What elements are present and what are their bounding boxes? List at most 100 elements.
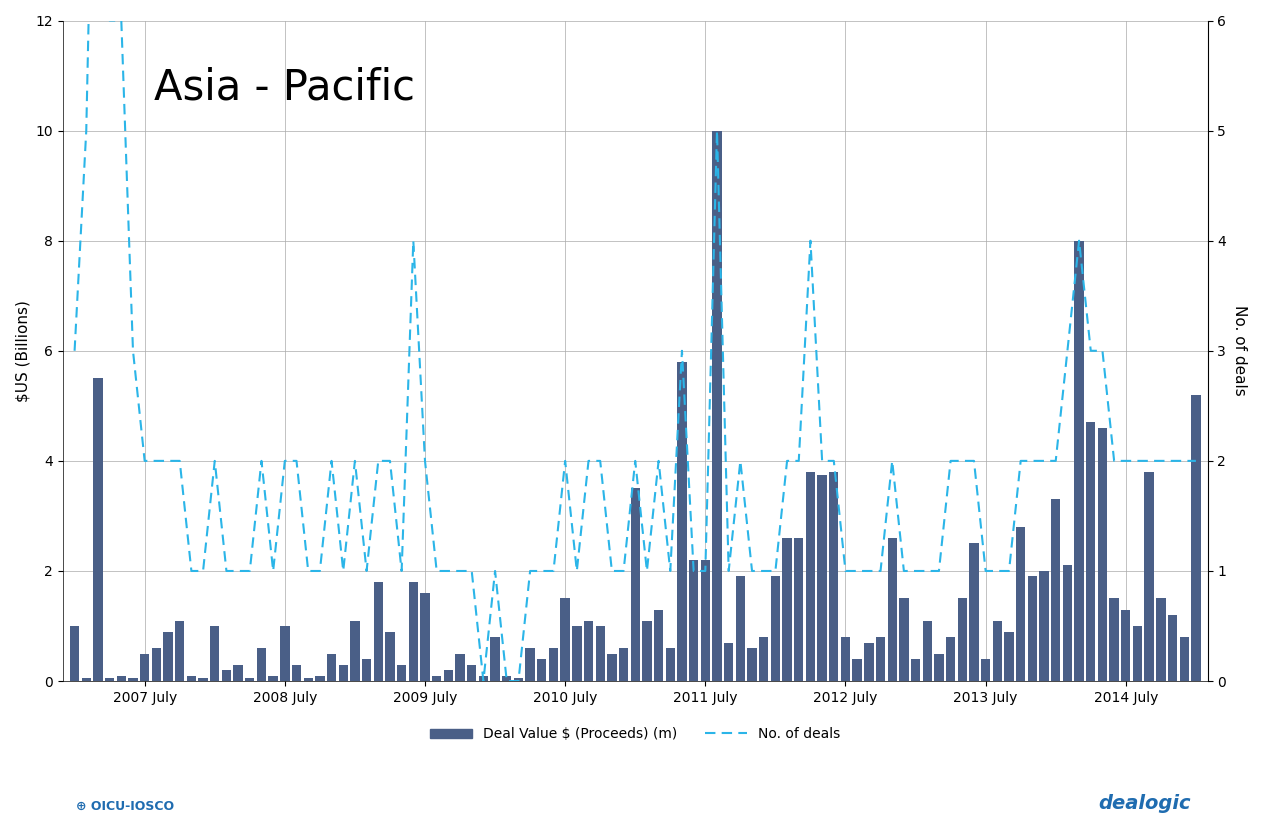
Bar — [269, 676, 278, 681]
Bar — [351, 620, 360, 681]
Bar — [491, 637, 500, 681]
Bar — [946, 637, 955, 681]
Bar — [304, 678, 313, 681]
Bar — [864, 643, 873, 681]
Bar — [747, 648, 757, 681]
Bar — [782, 538, 791, 681]
Bar — [478, 676, 488, 681]
Bar — [1180, 637, 1189, 681]
Bar — [678, 362, 687, 681]
Bar — [1040, 571, 1049, 681]
Bar — [923, 620, 931, 681]
Bar — [1005, 631, 1013, 681]
Bar — [316, 676, 324, 681]
Y-axis label: $US (Billions): $US (Billions) — [15, 299, 30, 402]
Bar — [853, 659, 862, 681]
Bar — [724, 643, 733, 681]
Bar — [572, 626, 582, 681]
Bar — [631, 488, 640, 681]
Bar — [771, 577, 780, 681]
Bar — [385, 631, 395, 681]
Bar — [467, 665, 476, 681]
Bar — [829, 472, 838, 681]
Bar — [140, 653, 149, 681]
Bar — [209, 626, 220, 681]
Bar — [538, 659, 546, 681]
Bar — [502, 676, 511, 681]
Bar — [409, 582, 418, 681]
Bar — [876, 637, 885, 681]
Bar — [596, 626, 604, 681]
Bar — [887, 538, 897, 681]
Bar — [1121, 610, 1131, 681]
Bar — [840, 637, 851, 681]
Bar — [549, 648, 558, 681]
Legend: Deal Value $ (Proceeds) (m), No. of deals: Deal Value $ (Proceeds) (m), No. of deal… — [425, 722, 846, 747]
Bar — [444, 670, 453, 681]
Bar — [116, 676, 126, 681]
Bar — [1074, 241, 1084, 681]
Y-axis label: No. of deals: No. of deals — [1232, 305, 1247, 396]
Bar — [93, 379, 102, 681]
Bar — [736, 577, 745, 681]
Bar — [712, 130, 722, 681]
Text: ⊕ OICU-IOSCO: ⊕ OICU-IOSCO — [76, 799, 174, 813]
Bar — [175, 620, 184, 681]
Bar — [1191, 395, 1200, 681]
Bar — [222, 670, 231, 681]
Bar — [805, 472, 815, 681]
Bar — [1133, 626, 1142, 681]
Bar — [1063, 565, 1073, 681]
Bar — [689, 560, 698, 681]
Bar — [1156, 598, 1166, 681]
Bar — [818, 474, 827, 681]
Bar — [1027, 577, 1037, 681]
Bar — [280, 626, 289, 681]
Bar — [514, 678, 524, 681]
Bar — [525, 648, 535, 681]
Bar — [1109, 598, 1119, 681]
Bar — [993, 620, 1002, 681]
Bar — [642, 620, 651, 681]
Bar — [163, 631, 173, 681]
Bar — [456, 653, 464, 681]
Bar — [105, 678, 115, 681]
Bar — [187, 676, 196, 681]
Bar — [327, 653, 336, 681]
Bar — [233, 665, 242, 681]
Bar — [398, 665, 406, 681]
Bar — [1016, 527, 1025, 681]
Bar — [256, 648, 266, 681]
Bar — [607, 653, 617, 681]
Bar — [911, 659, 920, 681]
Bar — [654, 610, 664, 681]
Bar — [700, 560, 711, 681]
Bar — [362, 659, 371, 681]
Bar — [69, 626, 80, 681]
Text: dealogic: dealogic — [1098, 794, 1190, 813]
Bar — [338, 665, 348, 681]
Bar — [198, 678, 208, 681]
Bar — [665, 648, 675, 681]
Bar — [618, 648, 628, 681]
Bar — [129, 678, 138, 681]
Bar — [584, 620, 593, 681]
Bar — [934, 653, 944, 681]
Bar — [969, 544, 978, 681]
Bar — [1145, 472, 1153, 681]
Bar — [420, 593, 429, 681]
Bar — [1051, 499, 1060, 681]
Bar — [981, 659, 991, 681]
Text: Asia - Pacific: Asia - Pacific — [154, 67, 415, 109]
Bar — [958, 598, 967, 681]
Bar — [292, 665, 302, 681]
Bar — [1087, 422, 1095, 681]
Bar — [560, 598, 570, 681]
Bar — [900, 598, 909, 681]
Bar — [758, 637, 769, 681]
Bar — [1167, 615, 1177, 681]
Bar — [245, 678, 255, 681]
Bar — [82, 678, 91, 681]
Bar — [432, 676, 442, 681]
Bar — [794, 538, 804, 681]
